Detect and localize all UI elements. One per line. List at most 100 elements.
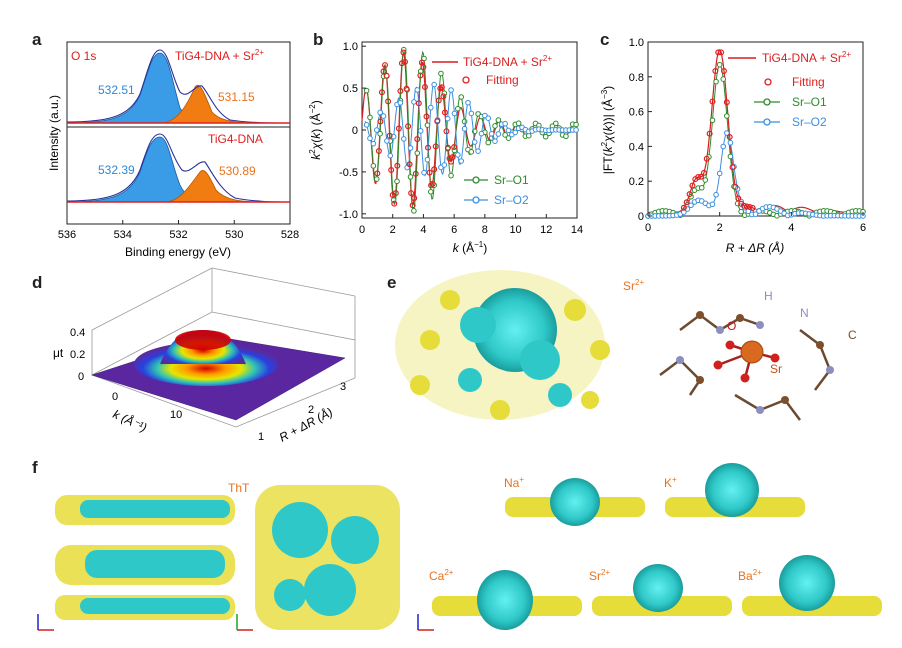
xps-peak-top-main: 532.51 [98,83,135,97]
exafs-legend-sro2: Sr–O2 [494,193,529,207]
exafs-point-sro1 [414,150,421,156]
exafs-point-sro1 [407,174,414,180]
exafs-point-sro2 [512,129,519,136]
exafs-point-sro1 [563,133,569,140]
exafs-point-sro2 [431,81,437,88]
exafs-point-sro2 [441,162,448,168]
ft-point-fit [683,199,690,206]
exafs-point-fit [421,83,428,90]
exafs-xtick-label: 14 [571,224,583,236]
exafs-point-fit [374,170,381,177]
exafs-point-sro1 [553,120,559,127]
exafs-point-fit [438,84,445,91]
ft-point-sro1 [720,76,727,82]
exafs-point-sro1 [438,70,444,77]
atom-label-h: H [764,289,773,303]
exafs-point-sro1 [367,114,373,121]
ft-legend-fit: Fitting [792,75,825,89]
surface-ytick-2: 3 [340,381,346,393]
ft-point-fit [718,49,725,56]
xps-top-label: TiG4-DNA + Sr2+ [175,48,264,63]
xps-bottom-minor-peak [164,170,266,203]
ft-legend-sro2: Sr–O2 [792,115,827,129]
ft-point-sro2 [724,130,730,136]
exafs-point-sro2 [380,113,387,119]
ft-legend-sro1: Sr–O1 [792,95,827,109]
ft-series-data [648,49,863,214]
exafs-point-sro1 [424,122,431,128]
exafs-point-sro2 [505,127,512,134]
tht-stack-top-view [255,485,400,630]
exafs-point-fit [432,143,439,150]
xps-corner-label: O 1s [71,49,96,63]
exafs-point-fit [428,182,435,189]
exafs-point-fit [406,161,413,168]
exafs-point-sro2 [387,152,394,159]
exafs-legend-data: TiG4-DNA + Sr2+ [463,54,552,69]
xps-top-minor-peak [159,84,261,124]
tht-label: ThT [228,481,250,495]
exafs-point-fit [388,167,395,174]
ft-point-fit [720,68,727,75]
xps-ylabel: Intensity (a.u.) [47,95,61,171]
exafs-xtick-label: 10 [509,224,521,236]
ion-complex-na [505,478,645,526]
exafs-point-sro2 [384,138,390,144]
exafs-point-sro2 [424,156,431,163]
exafs-xtick-label: 8 [482,224,488,236]
surface-zlabel: μt [53,346,64,360]
ft-point-sro2 [752,211,759,217]
exafs-point-sro1 [461,118,468,125]
exafs-point-sro1 [492,123,498,129]
ft-ytick-label: 0.6 [629,107,644,119]
exafs-point-sro2 [465,99,471,106]
panel-letter-d: d [32,273,43,292]
exafs-point-fit [385,98,392,105]
ft-point-fit [729,164,736,171]
exafs-point-fit [415,100,422,107]
exafs-point-fit [408,190,415,197]
exafs-point-fit [400,49,407,56]
ft-point-sro1 [724,113,730,119]
exafs-point-sro2 [485,115,492,122]
exafs-point-sro1 [411,208,417,214]
ft-point-fit [715,49,722,56]
exafs-point-sro1 [495,117,502,123]
xps-xtick-1: 534 [114,229,132,241]
xps-xlabel: Binding energy (eV) [125,245,231,259]
exafs-point-fit [446,155,453,162]
exafs-xtick-label: 6 [451,224,457,236]
exafs-point-sro2 [502,120,508,127]
atom-label-c: C [848,328,857,342]
ft-series-sro1 [647,63,864,217]
exafs-point-fit [449,154,456,161]
exafs-point-fit [429,180,436,187]
surface-ztick-0: 0 [78,371,84,383]
ft-point-fit [746,203,753,210]
surface-ylabel: R + ΔR (Å) [276,404,335,445]
exafs-point-fit [412,170,419,177]
sr-ion-label: Sr2+ [623,278,644,293]
ft-point-fit [712,68,719,75]
exafs-point-fit [425,144,432,151]
exafs-point-sro1 [505,135,512,141]
exafs-point-sro1 [458,94,465,100]
exafs-point-sro1 [468,149,475,155]
exafs-point-fit [377,118,384,125]
exafs-point-sro2 [400,136,407,142]
exafs-point-sro1 [515,120,522,126]
isosurface-sr-complex [395,270,610,420]
ft-point-sro1 [702,177,709,183]
exafs-point-fit [394,162,401,169]
exafs-point-fit [423,113,430,120]
ft-point-sro2 [688,202,694,209]
exafs-point-sro2 [407,145,414,151]
exafs-point-fit [435,97,442,104]
xps-peak-bottom-minor: 530.89 [219,164,256,178]
ft-point-sro1 [698,184,705,191]
ft-point-fit [743,203,750,210]
ft-point-fit [735,195,742,202]
exafs-point-sro2 [370,140,377,147]
exafs-point-fit [431,166,438,173]
ft-ytick-label: 0.8 [629,72,644,84]
